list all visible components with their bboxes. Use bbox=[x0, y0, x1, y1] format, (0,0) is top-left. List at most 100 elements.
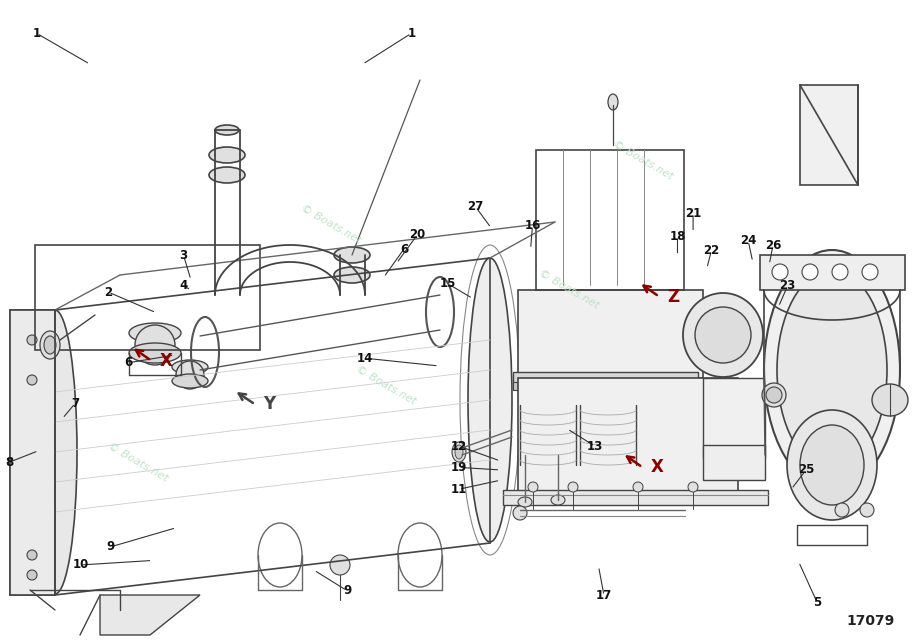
Ellipse shape bbox=[334, 247, 370, 263]
Ellipse shape bbox=[580, 390, 636, 420]
Text: 18: 18 bbox=[669, 230, 686, 243]
Text: 13: 13 bbox=[587, 440, 603, 453]
Text: Z: Z bbox=[667, 288, 679, 306]
Text: 6: 6 bbox=[400, 243, 408, 256]
Text: © Boats.net: © Boats.net bbox=[537, 268, 601, 310]
Text: 1: 1 bbox=[408, 27, 415, 40]
Ellipse shape bbox=[209, 147, 245, 163]
Text: 26: 26 bbox=[765, 239, 781, 252]
Text: © Boats.net: © Boats.net bbox=[610, 139, 675, 182]
Ellipse shape bbox=[683, 293, 763, 377]
Ellipse shape bbox=[172, 360, 208, 374]
Ellipse shape bbox=[764, 250, 900, 490]
Ellipse shape bbox=[835, 503, 849, 517]
Ellipse shape bbox=[766, 387, 782, 403]
Ellipse shape bbox=[802, 264, 818, 280]
Bar bbox=[760, 255, 905, 290]
Text: 6: 6 bbox=[125, 356, 132, 369]
Ellipse shape bbox=[176, 361, 204, 389]
Text: 9: 9 bbox=[106, 541, 114, 553]
Bar bbox=[703, 445, 765, 480]
Text: © Boats.net: © Boats.net bbox=[298, 204, 363, 246]
Text: Y: Y bbox=[263, 395, 275, 413]
Bar bbox=[10, 310, 55, 595]
Ellipse shape bbox=[777, 270, 887, 470]
Ellipse shape bbox=[215, 125, 239, 135]
Ellipse shape bbox=[513, 506, 527, 520]
Ellipse shape bbox=[528, 482, 538, 492]
Polygon shape bbox=[100, 595, 200, 635]
Text: 19: 19 bbox=[451, 461, 467, 474]
Ellipse shape bbox=[40, 331, 60, 359]
Text: X: X bbox=[160, 352, 173, 370]
Text: 22: 22 bbox=[703, 244, 720, 257]
Text: 17: 17 bbox=[596, 589, 612, 602]
Text: 9: 9 bbox=[343, 584, 351, 597]
Ellipse shape bbox=[860, 503, 874, 517]
Ellipse shape bbox=[33, 310, 77, 594]
Text: 2: 2 bbox=[105, 286, 112, 299]
Text: 12: 12 bbox=[451, 440, 467, 453]
Text: © Boats.net: © Boats.net bbox=[106, 441, 170, 483]
Ellipse shape bbox=[172, 374, 208, 388]
Ellipse shape bbox=[688, 482, 698, 492]
Text: 23: 23 bbox=[779, 279, 796, 292]
Ellipse shape bbox=[762, 383, 786, 407]
Ellipse shape bbox=[580, 450, 636, 480]
Text: 16: 16 bbox=[524, 220, 541, 232]
Text: 27: 27 bbox=[467, 200, 484, 213]
Bar bbox=[35, 245, 260, 350]
Text: 3: 3 bbox=[180, 249, 187, 262]
Ellipse shape bbox=[334, 267, 370, 283]
Ellipse shape bbox=[129, 343, 181, 363]
Ellipse shape bbox=[832, 264, 848, 280]
Ellipse shape bbox=[800, 425, 864, 505]
Ellipse shape bbox=[27, 570, 37, 580]
Ellipse shape bbox=[27, 550, 37, 560]
Ellipse shape bbox=[551, 495, 565, 505]
Ellipse shape bbox=[44, 336, 56, 354]
Ellipse shape bbox=[520, 390, 576, 420]
Text: 24: 24 bbox=[740, 234, 756, 247]
Text: 14: 14 bbox=[357, 352, 374, 365]
Ellipse shape bbox=[787, 410, 877, 520]
Ellipse shape bbox=[452, 442, 466, 462]
Ellipse shape bbox=[633, 482, 643, 492]
Text: 1: 1 bbox=[33, 27, 40, 40]
Text: 10: 10 bbox=[73, 559, 89, 571]
Ellipse shape bbox=[872, 384, 908, 416]
Polygon shape bbox=[10, 310, 55, 595]
Ellipse shape bbox=[518, 497, 532, 507]
Ellipse shape bbox=[568, 482, 578, 492]
Bar bbox=[703, 378, 765, 458]
Bar bbox=[536, 150, 684, 290]
Bar bbox=[513, 372, 698, 384]
Text: 21: 21 bbox=[685, 207, 701, 220]
Text: © Boats.net: © Boats.net bbox=[353, 364, 418, 406]
Ellipse shape bbox=[520, 450, 576, 480]
Bar bbox=[518, 290, 703, 378]
Ellipse shape bbox=[27, 375, 37, 385]
Ellipse shape bbox=[608, 94, 618, 110]
Text: 7: 7 bbox=[72, 397, 79, 410]
Text: 4: 4 bbox=[180, 279, 187, 292]
Text: 8: 8 bbox=[6, 456, 13, 469]
Polygon shape bbox=[503, 490, 768, 505]
Ellipse shape bbox=[772, 264, 788, 280]
Text: X: X bbox=[651, 458, 664, 476]
Ellipse shape bbox=[129, 323, 181, 343]
Ellipse shape bbox=[330, 555, 350, 575]
Ellipse shape bbox=[455, 445, 463, 459]
Text: 15: 15 bbox=[440, 277, 456, 290]
Text: 5: 5 bbox=[813, 596, 821, 609]
Ellipse shape bbox=[695, 307, 751, 363]
Text: 25: 25 bbox=[798, 464, 814, 476]
Text: 11: 11 bbox=[451, 483, 467, 496]
Ellipse shape bbox=[209, 167, 245, 183]
Bar bbox=[518, 378, 738, 493]
Ellipse shape bbox=[862, 264, 878, 280]
Bar bbox=[513, 382, 698, 390]
Ellipse shape bbox=[135, 325, 175, 365]
Text: 17079: 17079 bbox=[846, 614, 895, 628]
Polygon shape bbox=[800, 85, 858, 185]
